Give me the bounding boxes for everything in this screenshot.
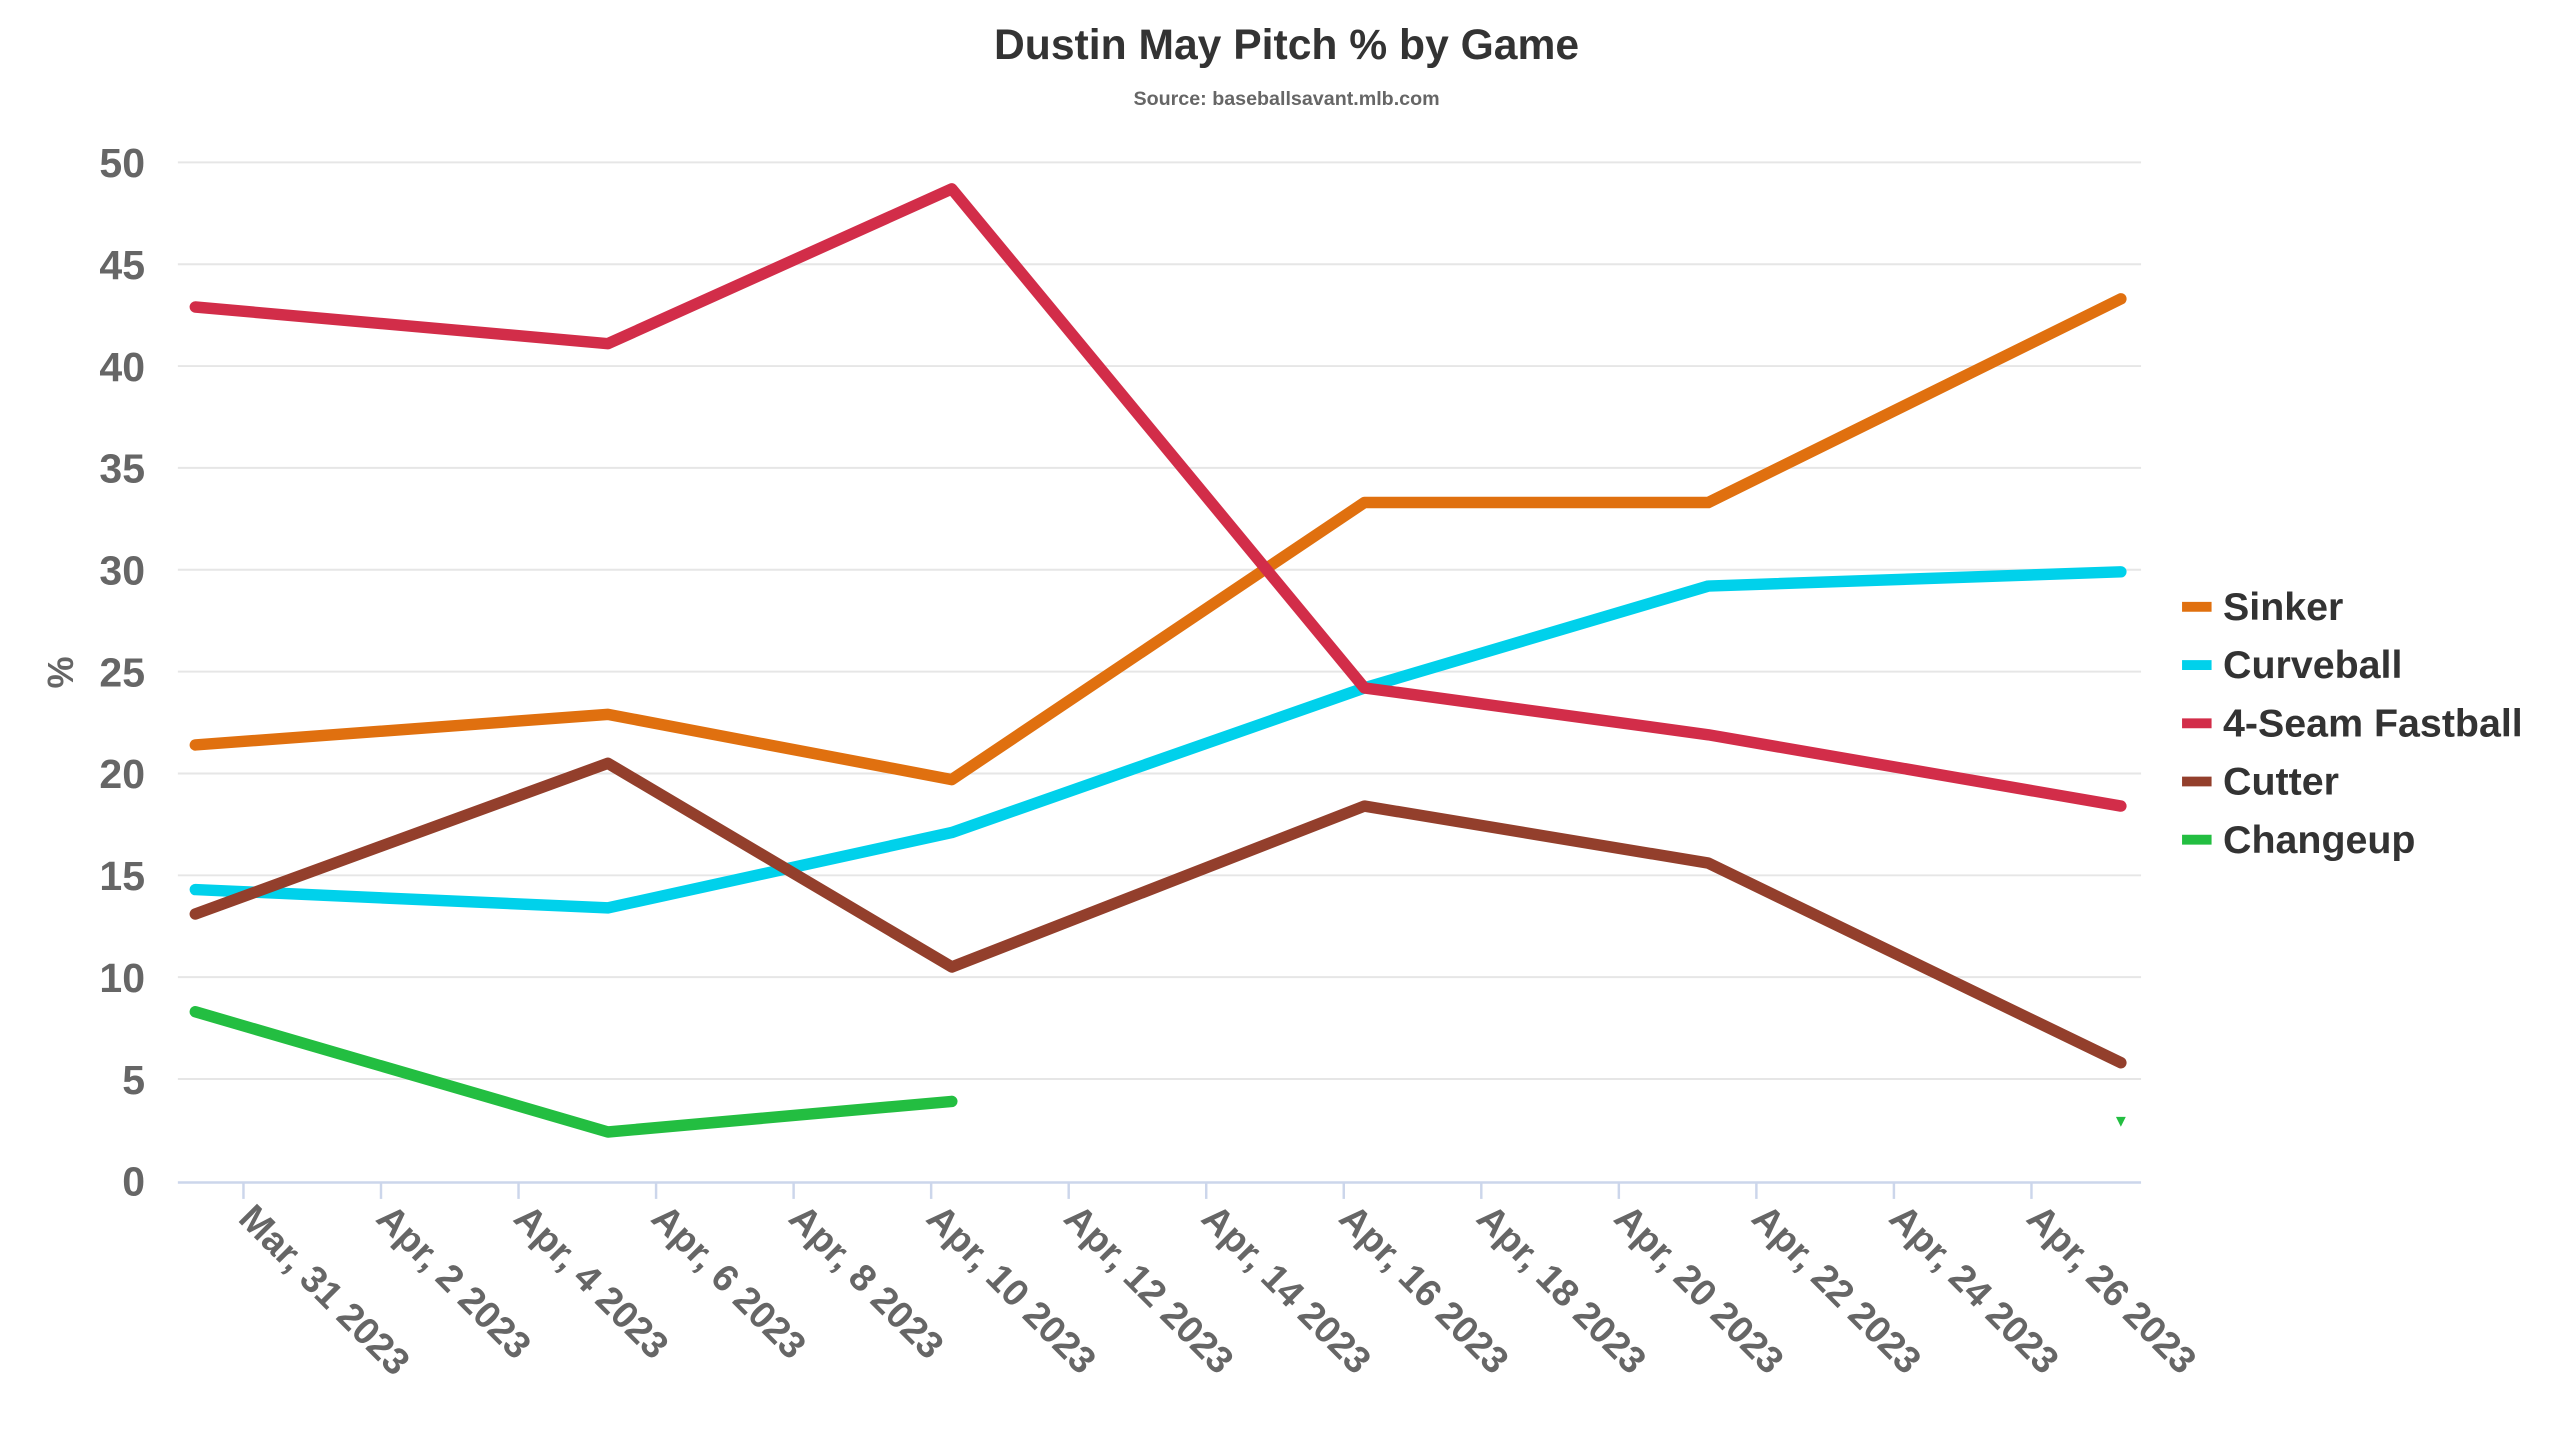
series-curveball	[189, 566, 2127, 914]
y-tick-label: 45	[99, 242, 145, 288]
series-4-seam-fastball	[189, 183, 2127, 812]
y-tick-label: 40	[99, 344, 145, 390]
legend-label: Changeup	[2223, 818, 2415, 862]
series-line	[189, 757, 2127, 1069]
legend-item[interactable]: Cutter	[2182, 760, 2339, 804]
series-line	[189, 566, 2127, 914]
y-axis-label: %	[40, 656, 81, 688]
y-tick-label: 50	[99, 140, 145, 186]
data-point-marker	[2115, 1116, 2126, 1127]
legend: Sinker Curveball 4-Seam Fastball Cutter Chan…	[2182, 585, 2523, 862]
y-axis: 0 5 10 15 20 25 30 35 40 45 50	[99, 140, 145, 1204]
legend-label: Sinker	[2223, 585, 2343, 629]
series-lines	[189, 183, 2127, 1138]
y-tick-label: 0	[122, 1159, 145, 1205]
y-tick-label: 35	[99, 446, 145, 492]
y-tick-label: 25	[99, 649, 145, 695]
gridlines	[177, 161, 2142, 1081]
y-tick-label: 30	[99, 548, 145, 594]
legend-item[interactable]: Changeup	[2182, 818, 2415, 862]
y-tick-label: 15	[99, 853, 145, 899]
series-line	[189, 183, 2127, 812]
legend-label: Curveball	[2223, 643, 2402, 687]
series-cutter	[189, 757, 2127, 1069]
y-tick-label: 5	[122, 1057, 145, 1103]
series-line	[189, 1006, 958, 1138]
chart-title: Dustin May Pitch % by Game	[994, 21, 1579, 69]
series-sinker	[189, 293, 2127, 786]
y-tick-label: 10	[99, 955, 145, 1001]
legend-item[interactable]: 4-Seam Fastball	[2182, 701, 2523, 745]
legend-label: 4-Seam Fastball	[2223, 701, 2523, 745]
series-line	[189, 293, 2127, 786]
legend-item[interactable]: Curveball	[2182, 643, 2402, 687]
legend-label: Cutter	[2223, 760, 2339, 804]
series-changeup	[189, 1006, 2126, 1138]
chart-subtitle: Source: baseballsavant.mlb.com	[1133, 88, 1439, 110]
legend-item[interactable]: Sinker	[2182, 585, 2343, 629]
y-tick-label: 20	[99, 751, 145, 797]
